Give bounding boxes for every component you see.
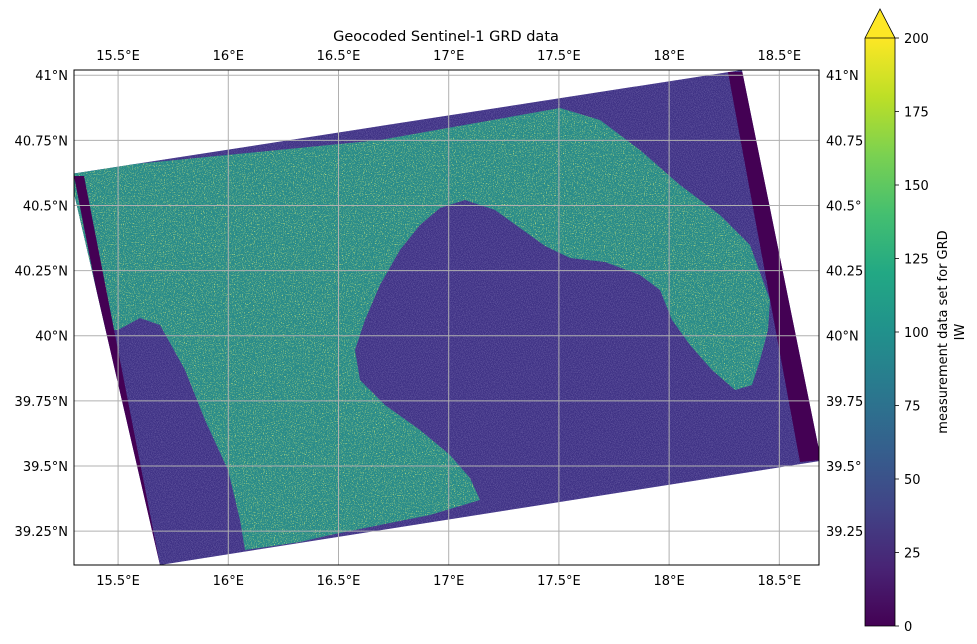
colorbar-tick-label: 200 — [904, 32, 929, 47]
y-tick-label-right: 40°N — [826, 330, 859, 345]
colorbar-tick-label: 150 — [904, 179, 929, 194]
x-tick-label-top: 17°E — [433, 49, 464, 64]
y-tick-label-left: 40.25°N — [15, 265, 68, 280]
y-tick-label-right: 40.5° — [826, 199, 861, 214]
y-tick-label-right: 39.5° — [826, 460, 861, 475]
colorbar-tick-label: 75 — [904, 400, 921, 415]
x-tick-label-top: 16.5°E — [317, 49, 361, 64]
x-tick-label-bottom: 17°E — [433, 574, 464, 589]
land-speckle — [74, 108, 770, 550]
x-tick-label-bottom: 18.5°E — [757, 574, 801, 589]
colorbar-tick-label: 125 — [904, 253, 929, 268]
y-tick-label-right: 41°N — [826, 69, 859, 84]
y-tick-label-right: 40.75 — [826, 134, 863, 149]
colorbar: 0 25 50 75 100 125 150 175 200 measurement data … — [864, 8, 968, 635]
y-tick-label-left: 40°N — [35, 330, 68, 345]
x-tick-label-top: 18.5°E — [757, 49, 801, 64]
tick-labels: 15.5°E 15.5°E 16°E 16°E 16.5°E 16.5°E 17°E 17°E… — [15, 49, 864, 589]
y-tick-label-left: 40.5°N — [23, 199, 68, 214]
y-tick-label-left: 39.25°N — [15, 525, 68, 540]
y-tick-label-right: 39.25 — [826, 525, 863, 540]
plot-frame — [73, 69, 820, 566]
colorbar-tick-label: 25 — [904, 547, 921, 562]
x-tick-label-bottom: 15.5°E — [96, 574, 140, 589]
colorbar-tick-label: 0 — [904, 620, 912, 635]
gridlines — [74, 70, 819, 565]
nodata-strip-right — [728, 72, 819, 462]
colorbar-extend-arrow — [864, 8, 896, 39]
x-tick-label-top: 17.5°E — [537, 49, 581, 64]
y-tick-label-right: 39.75 — [826, 395, 863, 410]
x-tick-label-bottom: 18°E — [653, 574, 684, 589]
x-tick-label-bottom: 16.5°E — [317, 574, 361, 589]
x-tick-label-top: 15.5°E — [96, 49, 140, 64]
y-tick-label-left: 41°N — [35, 69, 68, 84]
colorbar-label-line2: IW — [953, 324, 968, 341]
y-tick-label-left: 39.75°N — [15, 395, 68, 410]
x-tick-label-top: 18°E — [653, 49, 684, 64]
colorbar-tick-label: 100 — [904, 326, 929, 341]
x-tick-label-bottom: 16°E — [213, 574, 244, 589]
chart-title: Geocoded Sentinel-1 GRD data — [333, 29, 559, 45]
colorbar-gradient — [865, 38, 895, 626]
colorbar-ticks: 0 25 50 75 100 125 150 175 200 — [895, 32, 929, 635]
y-tick-label-left: 40.75°N — [15, 134, 68, 149]
x-tick-label-top: 16°E — [213, 49, 244, 64]
colorbar-tick-label: 175 — [904, 106, 929, 121]
colorbar-tick-label: 50 — [904, 473, 921, 488]
plot-area — [74, 70, 819, 565]
colorbar-label-line1: measurement data set for GRD — [936, 230, 951, 433]
sar-image — [74, 70, 819, 565]
y-tick-label-left: 39.5°N — [23, 460, 68, 475]
y-tick-label-right: 40.25 — [826, 265, 863, 280]
x-tick-label-bottom: 17.5°E — [537, 574, 581, 589]
nodata-strip-left — [74, 176, 160, 565]
